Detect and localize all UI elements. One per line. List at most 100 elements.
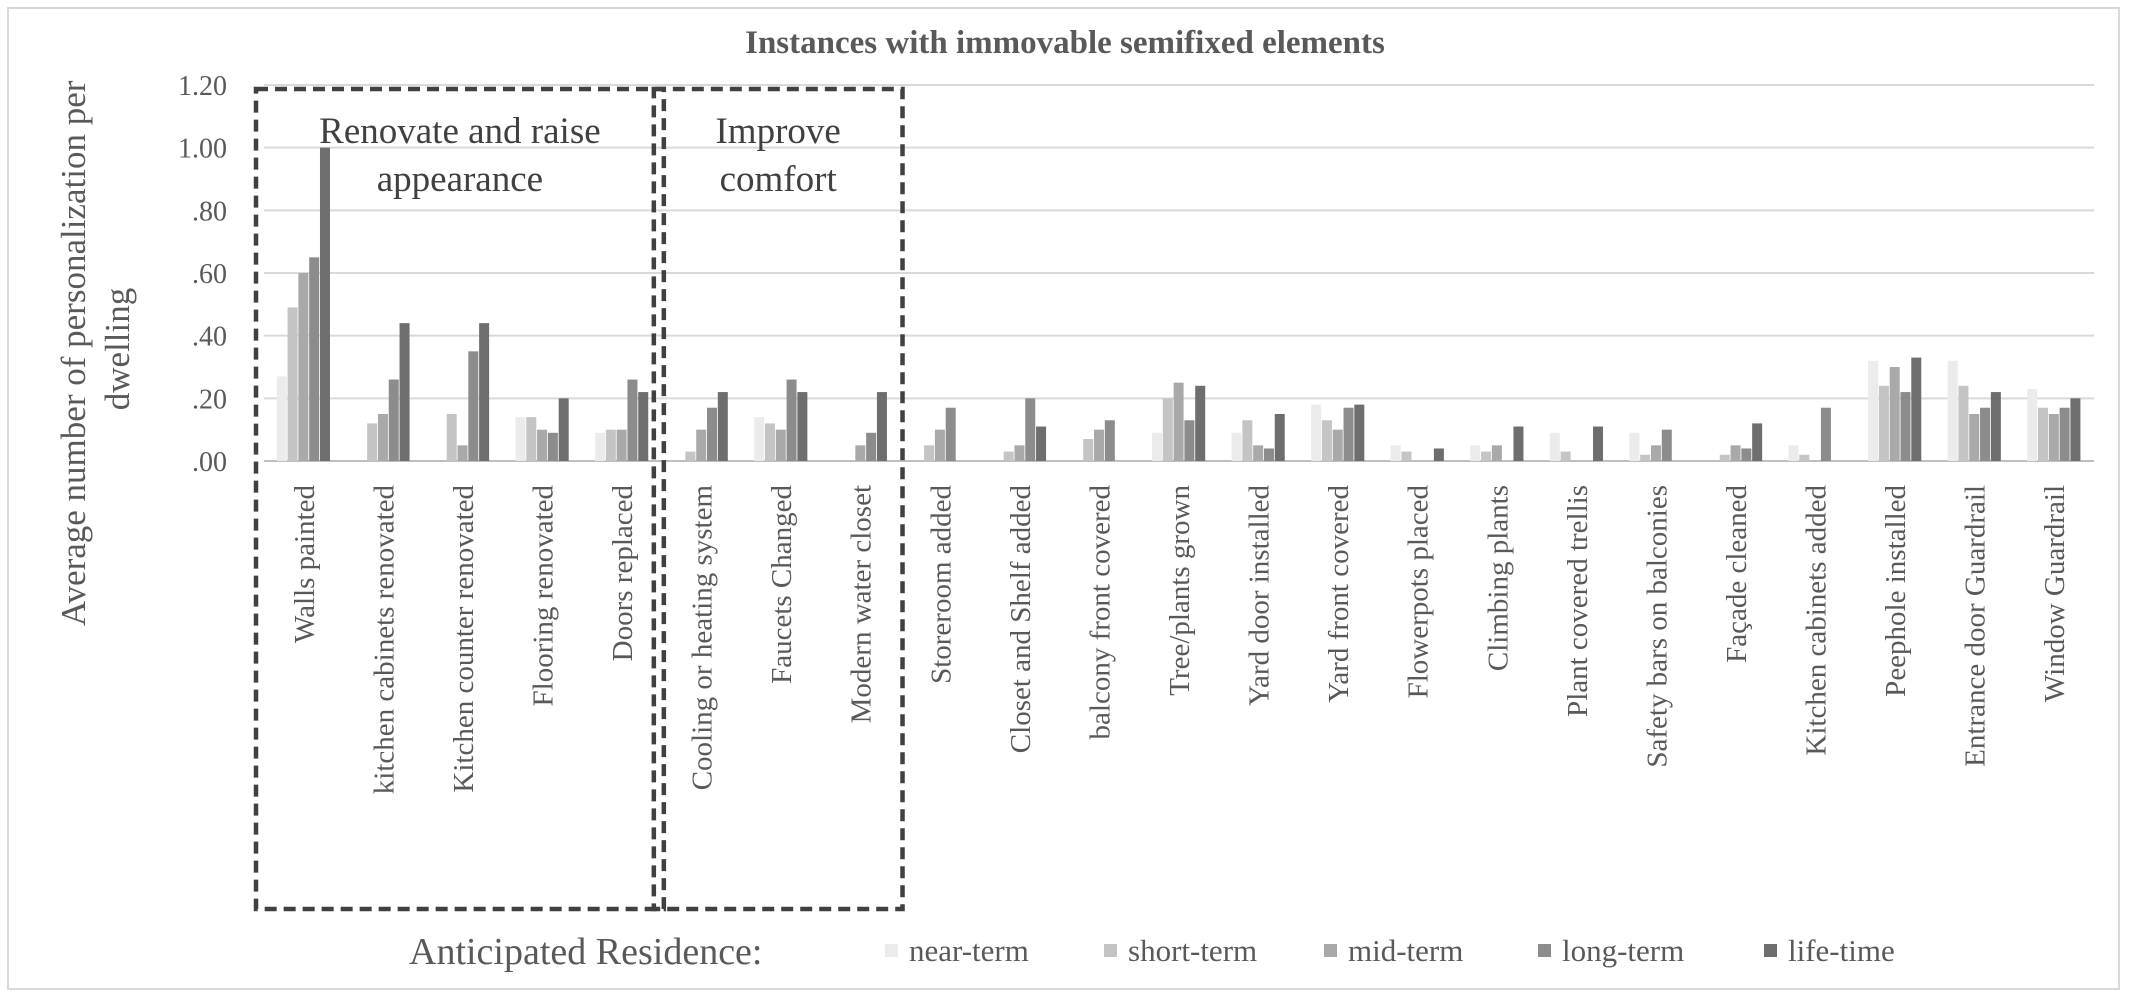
- bar-life-time: [1990, 392, 2001, 461]
- x-category-label: Kitchen counter renovated: [448, 485, 480, 793]
- bar-near-term: [1470, 445, 1481, 461]
- bar-mid-term: [298, 273, 309, 461]
- x-category-label: Yard front covered: [1323, 485, 1355, 703]
- y-tick-label: .80: [192, 196, 227, 227]
- chart-container: Instances with immovable semifixed eleme…: [7, 7, 2120, 990]
- y-axis-label-line-1: Average number of personalization per: [54, 80, 93, 626]
- bar-mid-term: [1173, 382, 1184, 461]
- x-category-label: Flooring renovated: [527, 485, 559, 707]
- bar-long-term: [2059, 407, 2070, 461]
- bar-life-time: [1354, 404, 1365, 461]
- legend-swatch-short-term: [1104, 944, 1117, 957]
- bar-near-term: [1629, 432, 1640, 461]
- bar-mid-term: [1253, 445, 1264, 461]
- bar-long-term: [786, 379, 797, 461]
- bar-life-time: [1195, 385, 1206, 461]
- bar-short-term: [924, 445, 935, 461]
- legend-label-life-time: life-time: [1788, 933, 1895, 968]
- bar-long-term: [1343, 407, 1354, 461]
- annotation-box: [253, 86, 667, 912]
- x-category-label: Walls painted: [289, 485, 321, 643]
- bar-long-term: [1184, 420, 1195, 461]
- bar-mid-term: [1332, 429, 1343, 461]
- bar-long-term: [1104, 420, 1115, 461]
- bar-near-term: [754, 417, 765, 461]
- bar-mid-term: [616, 429, 627, 461]
- bar-long-term: [1263, 448, 1274, 461]
- x-category-label: Closet and Shelf added: [1005, 485, 1037, 754]
- bar-life-time: [1433, 448, 1444, 461]
- x-category-label: kitchen cabinets renovated: [368, 485, 400, 795]
- legend-swatch-near-term: [885, 944, 898, 957]
- bar-near-term: [1231, 432, 1242, 461]
- bar-short-term: [1003, 451, 1014, 461]
- y-tick-label: 1.20: [178, 71, 227, 102]
- y-tick-label: .20: [192, 384, 227, 415]
- x-category-label: Entrance door Guardrail: [1960, 485, 1992, 767]
- bar-long-term: [1741, 448, 1752, 461]
- legend-label-short-term: short-term: [1128, 933, 1257, 968]
- annotation-label: Renovate and raise: [319, 111, 601, 152]
- legend-title: Anticipated Residence:: [409, 931, 763, 973]
- legend: Anticipated Residence: near-term short-ter…: [409, 931, 1895, 973]
- bar-short-term: [1083, 439, 1094, 461]
- bar-short-term: [526, 417, 537, 461]
- y-tick-label: .00: [192, 447, 227, 478]
- bar-long-term: [468, 351, 479, 461]
- bar-short-term: [1481, 451, 1492, 461]
- bar-near-term: [1390, 445, 1401, 461]
- bar-chart: Instances with immovable semifixed eleme…: [54, 25, 2094, 973]
- bar-mid-term: [1491, 445, 1502, 461]
- chart-title: Instances with immovable semifixed eleme…: [745, 25, 1385, 61]
- x-category-label: Doors replaced: [607, 485, 639, 662]
- bar-long-term: [1820, 407, 1831, 461]
- bar-long-term: [1900, 392, 1911, 461]
- x-category-label: Faucets Changed: [766, 485, 798, 684]
- bar-mid-term: [775, 429, 786, 461]
- legend-swatch-long-term: [1538, 944, 1551, 957]
- bar-mid-term: [855, 445, 866, 461]
- bar-life-time: [1752, 423, 1763, 461]
- bar-near-term: [1868, 360, 1879, 461]
- bar-short-term: [1560, 451, 1571, 461]
- x-category-label: Flowerpots placed: [1403, 485, 1435, 699]
- bar-short-term: [446, 414, 457, 461]
- bar-long-term: [866, 432, 877, 461]
- bar-short-term: [605, 429, 616, 461]
- bar-life-time: [558, 398, 569, 461]
- x-category-label: balcony front covered: [1084, 485, 1116, 740]
- bar-mid-term: [934, 429, 945, 461]
- x-category-label: Yard door installed: [1244, 485, 1276, 706]
- annotation-box: [651, 86, 905, 912]
- bar-mid-term: [537, 429, 548, 461]
- x-category-label: Peephole installed: [1880, 485, 1912, 697]
- bar-short-term: [2038, 407, 2049, 461]
- legend-label-long-term: long-term: [1562, 933, 1684, 968]
- annotation-label: appearance: [377, 159, 543, 200]
- bar-short-term: [1958, 385, 1969, 461]
- bar-mid-term: [1014, 445, 1025, 461]
- bar-life-time: [717, 392, 728, 461]
- bar-near-term: [276, 376, 287, 461]
- x-category-label: Modern water closet: [846, 485, 878, 723]
- bar-life-time: [1274, 414, 1285, 461]
- bar-near-term: [1152, 432, 1162, 461]
- bar-near-term: [1311, 404, 1322, 461]
- bar-mid-term: [1730, 445, 1741, 461]
- bar-life-time: [638, 392, 649, 461]
- bar-long-term: [309, 257, 320, 461]
- y-tick-label: .60: [192, 259, 227, 290]
- legend-label-near-term: near-term: [909, 933, 1029, 968]
- y-axis-label-line-2: dwelling: [98, 288, 137, 410]
- bars: [276, 147, 2081, 461]
- bar-mid-term: [696, 429, 707, 461]
- bar-long-term: [945, 407, 956, 461]
- x-category-label: Storeroom added: [925, 485, 957, 684]
- bar-short-term: [1401, 451, 1412, 461]
- bar-mid-term: [1650, 445, 1661, 461]
- annotation-label: Improve: [715, 111, 840, 152]
- bar-long-term: [547, 432, 558, 461]
- bar-near-term: [1947, 360, 1958, 461]
- bar-mid-term: [1969, 414, 1980, 461]
- bar-near-term: [2027, 388, 2038, 461]
